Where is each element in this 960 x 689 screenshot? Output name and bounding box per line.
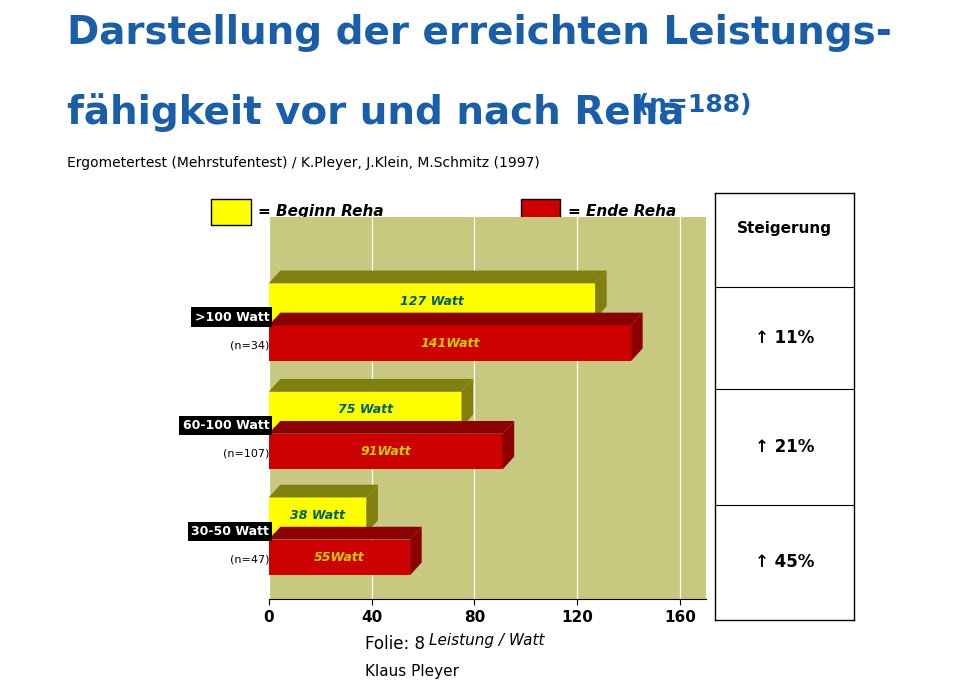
Text: 55Watt: 55Watt bbox=[314, 551, 365, 564]
Text: (n=47): (n=47) bbox=[229, 554, 269, 564]
Bar bbox=[269, 434, 503, 469]
Text: 38 Watt: 38 Watt bbox=[290, 508, 346, 522]
Text: (n=107): (n=107) bbox=[223, 449, 269, 458]
Bar bbox=[269, 497, 367, 533]
Text: ↑ 45%: ↑ 45% bbox=[756, 553, 814, 571]
Text: 141Watt: 141Watt bbox=[420, 337, 480, 350]
X-axis label: Leistung / Watt: Leistung / Watt bbox=[429, 633, 545, 648]
Text: >100 Watt: >100 Watt bbox=[195, 311, 269, 324]
Text: (n=188): (n=188) bbox=[629, 93, 752, 117]
Text: 91Watt: 91Watt bbox=[360, 445, 411, 458]
Text: 127 Watt: 127 Watt bbox=[400, 295, 464, 308]
Text: Darstellung der erreichten Leistungs-: Darstellung der erreichten Leistungs- bbox=[67, 14, 892, 52]
Text: Folie: 8: Folie: 8 bbox=[365, 635, 424, 653]
Bar bbox=[269, 539, 410, 575]
Polygon shape bbox=[367, 485, 378, 533]
Text: = Ende Reha: = Ende Reha bbox=[567, 205, 676, 219]
Bar bbox=[521, 198, 561, 225]
Polygon shape bbox=[269, 313, 642, 325]
Text: (n=34): (n=34) bbox=[229, 340, 269, 350]
Polygon shape bbox=[410, 527, 421, 575]
Polygon shape bbox=[631, 313, 642, 361]
Polygon shape bbox=[462, 379, 473, 427]
Text: ↑ 21%: ↑ 21% bbox=[756, 438, 814, 456]
Polygon shape bbox=[269, 379, 473, 391]
Text: = Beginn Reha: = Beginn Reha bbox=[258, 205, 384, 219]
Polygon shape bbox=[503, 421, 515, 469]
Text: Ergometertest (Mehrstufentest) / K.Pleyer, J.Klein, M.Schmitz (1997): Ergometertest (Mehrstufentest) / K.Pleye… bbox=[67, 156, 540, 170]
Text: Klaus Pleyer: Klaus Pleyer bbox=[365, 664, 459, 679]
Text: 60-100 Watt: 60-100 Watt bbox=[182, 419, 269, 432]
Text: fähigkeit vor und nach Reha: fähigkeit vor und nach Reha bbox=[67, 93, 684, 132]
Bar bbox=[211, 198, 251, 225]
Polygon shape bbox=[269, 527, 421, 539]
Bar bbox=[269, 325, 631, 361]
Text: 75 Watt: 75 Watt bbox=[338, 403, 393, 416]
Polygon shape bbox=[269, 421, 515, 434]
Text: 30-50 Watt: 30-50 Watt bbox=[191, 525, 269, 537]
Text: Steigerung: Steigerung bbox=[737, 220, 832, 236]
Bar bbox=[269, 391, 462, 427]
Polygon shape bbox=[595, 271, 607, 319]
Bar bbox=[269, 283, 595, 319]
Text: ↑ 11%: ↑ 11% bbox=[756, 329, 814, 347]
Polygon shape bbox=[269, 271, 607, 283]
Polygon shape bbox=[269, 485, 378, 497]
